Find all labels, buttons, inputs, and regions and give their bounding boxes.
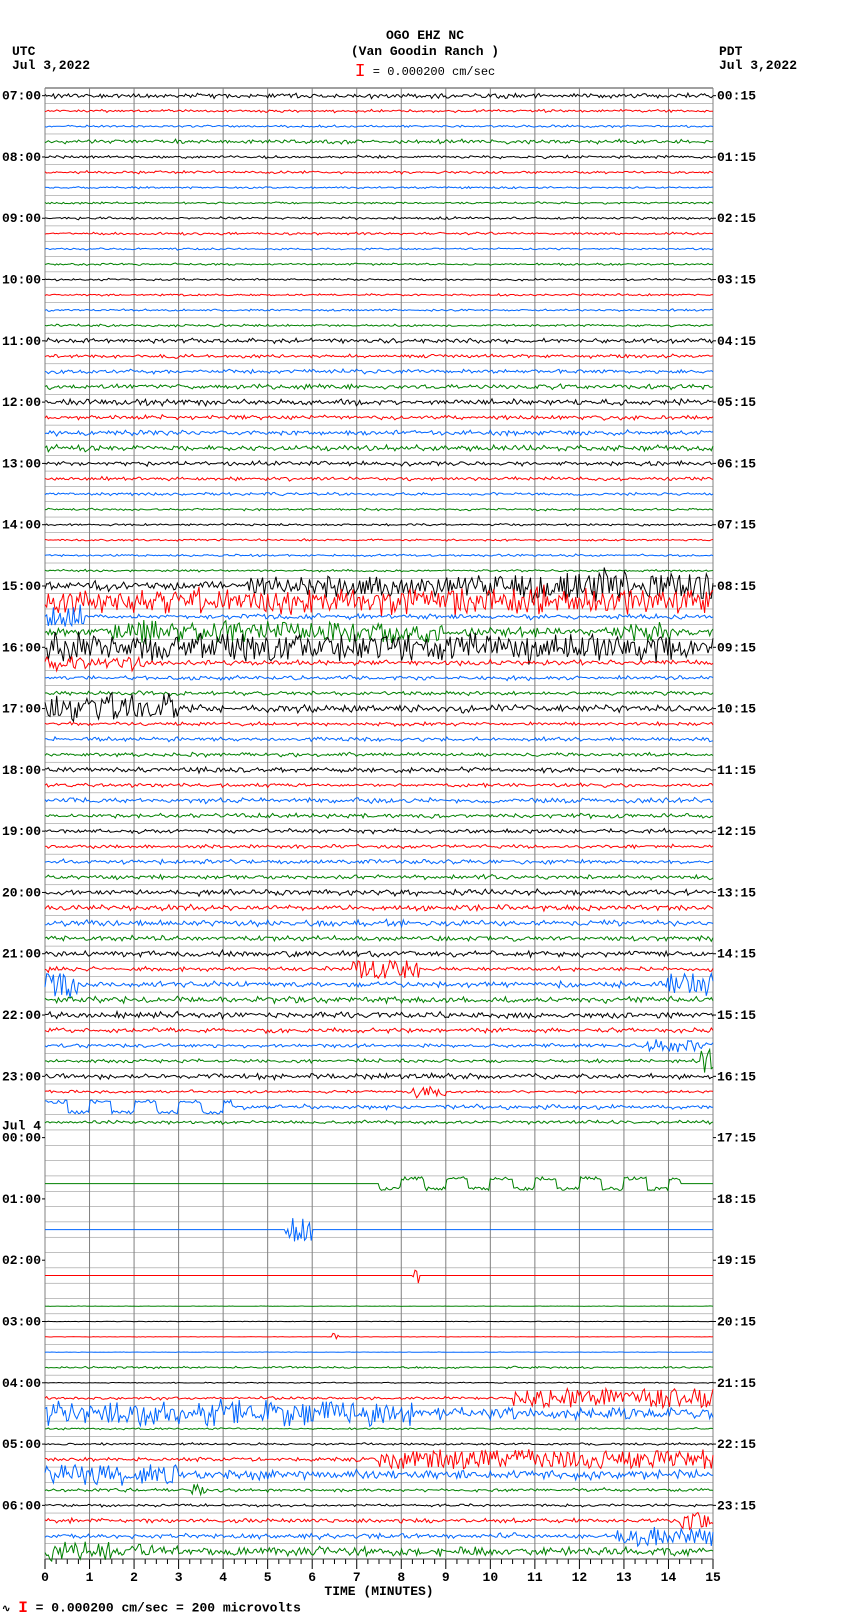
svg-text:03:00: 03:00 — [2, 1314, 41, 1329]
svg-text:02:15: 02:15 — [717, 211, 756, 226]
svg-text:09:15: 09:15 — [717, 640, 756, 655]
svg-text:08:00: 08:00 — [2, 150, 41, 165]
footer-text: = 0.000200 cm/sec = 200 microvolts — [36, 1600, 301, 1615]
svg-text:15:15: 15:15 — [717, 1008, 756, 1023]
svg-text:07:00: 07:00 — [2, 89, 41, 104]
svg-text:0: 0 — [41, 1570, 49, 1585]
footer-calibration: ∿ I = 0.000200 cm/sec = 200 microvolts — [2, 1599, 301, 1617]
svg-text:07:15: 07:15 — [717, 518, 756, 533]
svg-text:2: 2 — [130, 1570, 138, 1585]
svg-text:13: 13 — [616, 1570, 632, 1585]
svg-text:13:00: 13:00 — [2, 456, 41, 471]
svg-text:18:00: 18:00 — [2, 763, 41, 778]
svg-text:15: 15 — [705, 1570, 721, 1585]
svg-text:06:15: 06:15 — [717, 456, 756, 471]
svg-text:11:00: 11:00 — [2, 334, 41, 349]
svg-text:20:00: 20:00 — [2, 885, 41, 900]
svg-text:23:15: 23:15 — [717, 1498, 756, 1513]
svg-text:19:00: 19:00 — [2, 824, 41, 839]
svg-text:09:00: 09:00 — [2, 211, 41, 226]
svg-text:00:00: 00:00 — [2, 1131, 41, 1146]
svg-text:15:00: 15:00 — [2, 579, 41, 594]
svg-text:05:15: 05:15 — [717, 395, 756, 410]
svg-text:11: 11 — [527, 1570, 543, 1585]
svg-text:10:00: 10:00 — [2, 273, 41, 288]
svg-text:5: 5 — [264, 1570, 272, 1585]
svg-text:16:00: 16:00 — [2, 640, 41, 655]
svg-text:14:00: 14:00 — [2, 518, 41, 533]
svg-text:14:15: 14:15 — [717, 947, 756, 962]
svg-text:19:15: 19:15 — [717, 1253, 756, 1268]
svg-text:04:00: 04:00 — [2, 1376, 41, 1391]
svg-text:01:00: 01:00 — [2, 1192, 41, 1207]
svg-text:14: 14 — [661, 1570, 677, 1585]
svg-text:06:00: 06:00 — [2, 1498, 41, 1513]
svg-text:22:15: 22:15 — [717, 1437, 756, 1452]
svg-text:02:00: 02:00 — [2, 1253, 41, 1268]
svg-text:13:15: 13:15 — [717, 885, 756, 900]
svg-text:11:15: 11:15 — [717, 763, 756, 778]
seismogram-container: OGO EHZ NC(Van Goodin Ranch )I = 0.00020… — [0, 0, 850, 1619]
svg-text:7: 7 — [353, 1570, 361, 1585]
svg-text:12: 12 — [572, 1570, 588, 1585]
svg-text:1: 1 — [86, 1570, 94, 1585]
svg-text:17:00: 17:00 — [2, 702, 41, 717]
svg-text:12:00: 12:00 — [2, 395, 41, 410]
svg-text:22:00: 22:00 — [2, 1008, 41, 1023]
svg-text:01:15: 01:15 — [717, 150, 756, 165]
svg-text:4: 4 — [219, 1570, 227, 1585]
svg-text:10: 10 — [483, 1570, 499, 1585]
svg-text:21:00: 21:00 — [2, 947, 41, 962]
svg-text:00:15: 00:15 — [717, 89, 756, 104]
svg-text:6: 6 — [308, 1570, 316, 1585]
svg-text:9: 9 — [442, 1570, 450, 1585]
svg-text:05:00: 05:00 — [2, 1437, 41, 1452]
svg-text:08:15: 08:15 — [717, 579, 756, 594]
svg-text:18:15: 18:15 — [717, 1192, 756, 1207]
svg-text:03:15: 03:15 — [717, 273, 756, 288]
svg-text:10:15: 10:15 — [717, 702, 756, 717]
svg-text:TIME (MINUTES): TIME (MINUTES) — [324, 1584, 433, 1599]
svg-text:23:00: 23:00 — [2, 1069, 41, 1084]
svg-text:04:15: 04:15 — [717, 334, 756, 349]
svg-text:21:15: 21:15 — [717, 1376, 756, 1391]
svg-text:16:15: 16:15 — [717, 1069, 756, 1084]
svg-text:8: 8 — [397, 1570, 405, 1585]
svg-text:17:15: 17:15 — [717, 1131, 756, 1146]
svg-text:12:15: 12:15 — [717, 824, 756, 839]
svg-text:3: 3 — [175, 1570, 183, 1585]
svg-text:20:15: 20:15 — [717, 1314, 756, 1329]
seismogram-plot: 0123456789101112131415TIME (MINUTES)07:0… — [0, 0, 850, 1599]
